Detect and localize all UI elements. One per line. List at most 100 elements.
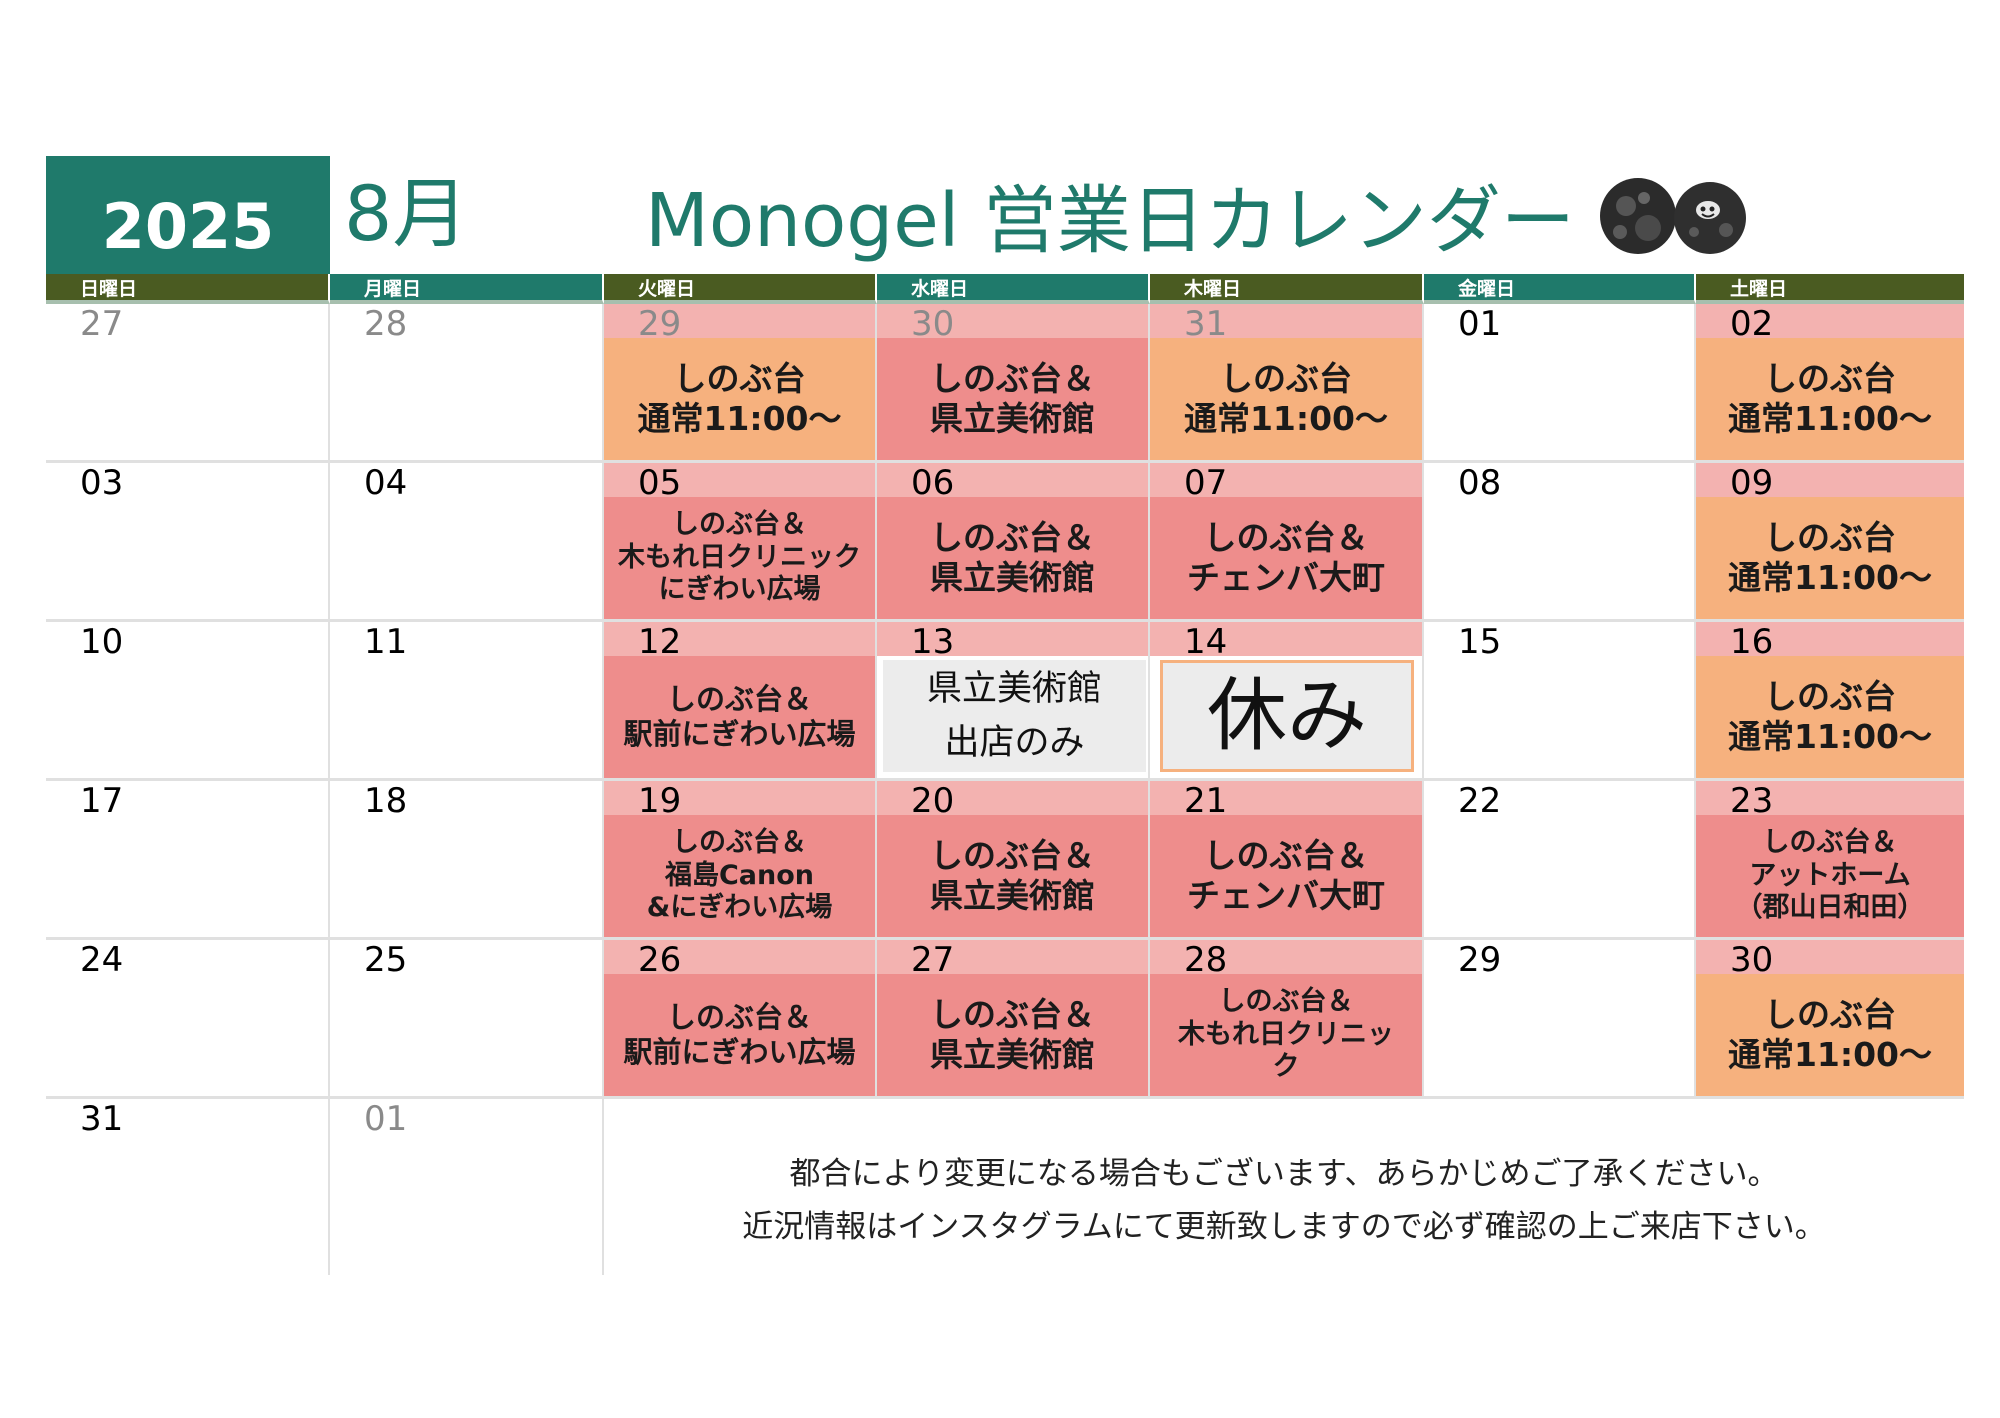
event-block: しのぶ台＆ 県立美術館	[877, 497, 1148, 619]
calendar-day-cell: 27	[46, 304, 330, 463]
event-block: しのぶ台 通常11:00～	[1696, 497, 1964, 619]
calendar-day-cell: 02 しのぶ台 通常11:00～	[1696, 304, 1964, 463]
calendar-day-cell: 01	[1424, 304, 1696, 463]
day-number: 16	[1730, 622, 1774, 662]
date-band	[604, 622, 875, 656]
month-label: 8月	[344, 169, 469, 258]
day-number: 14	[1184, 622, 1228, 662]
date-band	[1696, 940, 1964, 974]
day-number: 01	[364, 1099, 408, 1139]
date-band	[604, 781, 875, 815]
event-block: しのぶ台＆ 駅前にぎわい広場	[604, 656, 875, 778]
event-line: しのぶ台＆	[930, 518, 1095, 558]
date-band	[877, 463, 1148, 497]
day-number: 30	[911, 304, 955, 344]
event-block: しのぶ台 通常11:00～	[1696, 974, 1964, 1096]
day-number: 28	[364, 304, 408, 344]
event-line: 県立美術館	[930, 876, 1095, 915]
day-number: 24	[80, 940, 124, 980]
date-band	[1150, 463, 1422, 497]
day-number: 04	[364, 463, 408, 503]
brand-logo-icon	[1600, 178, 1746, 254]
date-band	[1150, 622, 1422, 656]
day-number: 07	[1184, 463, 1228, 503]
date-band	[877, 304, 1148, 338]
date-band	[604, 304, 875, 338]
weekday-header: 火曜日	[604, 274, 877, 304]
calendar-day-cell: 15	[1424, 622, 1696, 781]
weekday-header: 木曜日	[1150, 274, 1424, 304]
date-band	[1696, 304, 1964, 338]
notice-text: 都合により変更になる場合もございます、あらかじめご了承ください。 近況情報はイン…	[604, 1148, 1964, 1255]
year-label: 2025	[46, 156, 330, 274]
event-line: 通常11:00～	[1727, 1035, 1933, 1074]
event-line: 県立美術館	[926, 668, 1102, 709]
day-number: 12	[638, 622, 682, 662]
calendar-day-cell: 09 しのぶ台 通常11:00～	[1696, 463, 1964, 622]
event-line: &にぎわい広場	[646, 892, 833, 924]
event-line: 通常11:00～	[1727, 717, 1933, 756]
day-number: 06	[911, 463, 955, 503]
calendar-day-cell: 28 しのぶ台＆ 木もれ日クリニック	[1150, 940, 1424, 1099]
calendar-day-cell: 10	[46, 622, 330, 781]
day-number: 30	[1730, 940, 1774, 980]
day-number: 27	[911, 940, 955, 980]
event-line: 休み	[1207, 669, 1367, 762]
calendar-day-cell: 28	[330, 304, 604, 463]
event-line: しのぶ台	[673, 359, 806, 399]
event-block: しのぶ台＆ 駅前にぎわい広場	[604, 974, 875, 1096]
event-line: 通常11:00～	[637, 399, 842, 438]
calendar-day-cell: 18	[330, 781, 604, 940]
day-number: 18	[364, 781, 408, 821]
day-number: 13	[911, 622, 955, 662]
day-number: 29	[1458, 940, 1502, 980]
event-line: しのぶ台＆	[930, 836, 1095, 876]
calendar-day-cell: 06 しのぶ台＆ 県立美術館	[877, 463, 1150, 622]
calendar-day-cell: 30 しのぶ台＆ 県立美術館	[877, 304, 1150, 463]
calendar-day-cell: 29 しのぶ台 通常11:00～	[604, 304, 877, 463]
calendar-day-cell: 21 しのぶ台＆ チェンバ大町	[1150, 781, 1424, 940]
calendar-day-cell: 17	[46, 781, 330, 940]
event-line: しのぶ台＆	[1762, 827, 1898, 859]
event-line: 通常11:00～	[1183, 399, 1389, 438]
event-line: しのぶ台	[1220, 359, 1352, 399]
event-line: しのぶ台＆	[1218, 986, 1354, 1018]
event-block: しのぶ台＆ 福島Canon &にぎわい広場	[604, 815, 875, 937]
day-number: 22	[1458, 781, 1502, 821]
event-block: しのぶ台＆ 県立美術館	[877, 974, 1148, 1096]
notice-line-1: 都合により変更になる場合もございます、あらかじめご了承ください。	[789, 1156, 1779, 1192]
holiday-label: 休み	[1160, 660, 1414, 772]
calendar-day-cell: 24	[46, 940, 330, 1099]
day-number: 11	[364, 622, 408, 662]
day-number: 01	[1458, 304, 1502, 344]
date-band	[1150, 304, 1422, 338]
calendar-day-cell: 11	[330, 622, 604, 781]
event-block: しのぶ台 通常11:00～	[1696, 656, 1964, 778]
event-line: 駅前にぎわい広場	[623, 1035, 856, 1069]
date-band	[1696, 463, 1964, 497]
event-block: しのぶ台 通常11:00～	[1150, 338, 1422, 460]
day-number: 21	[1184, 781, 1228, 821]
calendar-day-cell: 30 しのぶ台 通常11:00～	[1696, 940, 1964, 1099]
date-band	[1696, 622, 1964, 656]
event-line: しのぶ台＆	[930, 359, 1095, 399]
calendar-day-cell: 14 休み	[1150, 622, 1424, 781]
event-line: 通常11:00～	[1727, 399, 1933, 438]
event-block: しのぶ台 通常11:00～	[1696, 338, 1964, 460]
notice-line-2: 近況情報はインスタグラムにて更新致しますので必ず確認の上ご来店下さい。	[742, 1209, 1826, 1246]
day-number: 20	[911, 781, 955, 821]
event-line: しのぶ台＆	[666, 682, 812, 717]
event-block: しのぶ台＆ チェンバ大町	[1150, 497, 1422, 619]
event-line: チェンバ大町	[1187, 558, 1385, 597]
date-band	[604, 463, 875, 497]
day-number: 03	[80, 463, 124, 503]
calendar-day-cell: 08	[1424, 463, 1696, 622]
calendar-day-cell: 29	[1424, 940, 1696, 1099]
day-number: 15	[1458, 622, 1502, 662]
event-line: しのぶ台	[1764, 995, 1896, 1035]
event-line: しのぶ台＆	[672, 827, 807, 859]
calendar-day-cell: 03	[46, 463, 330, 622]
calendar-day-cell: 12 しのぶ台＆ 駅前にぎわい広場	[604, 622, 877, 781]
day-number: 27	[80, 304, 124, 344]
event-block: 県立美術館 出店のみ	[883, 660, 1146, 772]
